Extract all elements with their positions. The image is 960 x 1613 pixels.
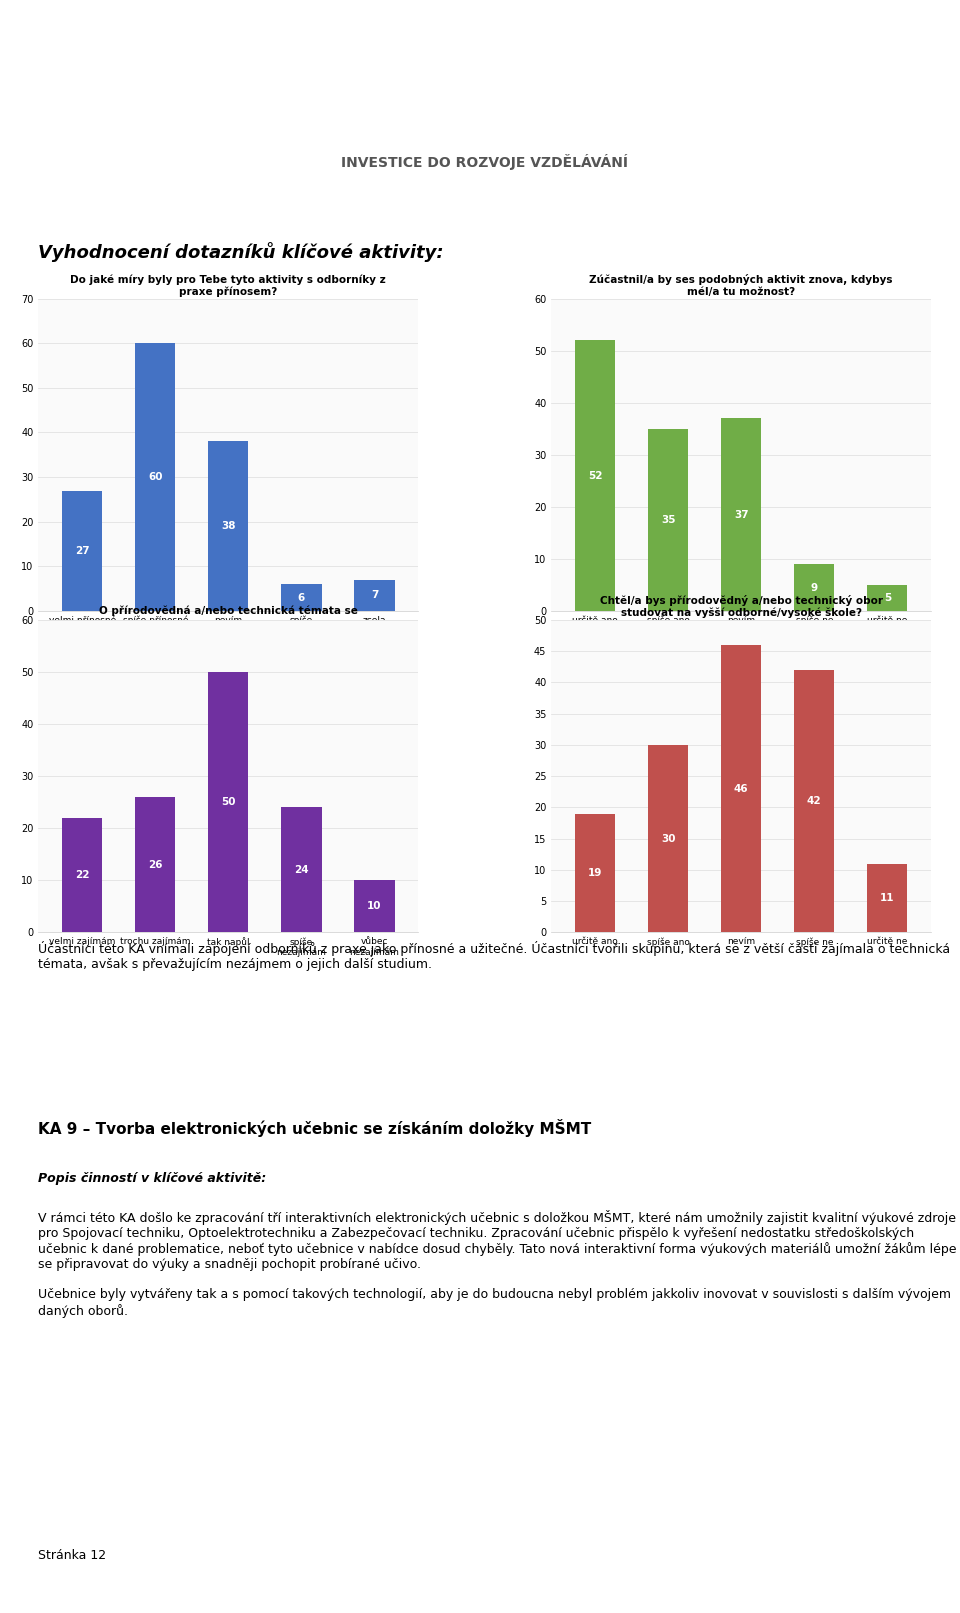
Bar: [867, 586, 907, 611]
Text: 19: 19: [588, 868, 602, 877]
Bar: [135, 797, 176, 932]
Text: 24: 24: [294, 865, 309, 874]
Text: Vyhodnocení dotazníků klíčové aktivity:: Vyhodnocení dotazníků klíčové aktivity:: [38, 242, 444, 261]
Bar: [281, 808, 322, 932]
Text: Účastníci této KA vnímali zapojení odborníků z praxe jako přínosné a užitečné. Ú: Účastníci této KA vnímali zapojení odbor…: [38, 942, 950, 971]
Text: 37: 37: [734, 510, 749, 519]
Text: 52: 52: [588, 471, 602, 481]
Bar: [721, 645, 761, 932]
Bar: [575, 813, 615, 932]
Title: O přírodovědná a/nebo technická témata se: O přírodovědná a/nebo technická témata s…: [99, 606, 358, 616]
Title: Do jaké míry byly pro Tebe tyto aktivity s odborníky z
praxe přínosem?: Do jaké míry byly pro Tebe tyto aktivity…: [70, 274, 386, 297]
Bar: [575, 340, 615, 611]
Text: KA 9 – Tvorba elektronických učebnic se získáním doložky MŠMT: KA 9 – Tvorba elektronických učebnic se …: [38, 1119, 591, 1137]
Bar: [208, 442, 249, 611]
Text: 5: 5: [884, 594, 891, 603]
Bar: [62, 818, 103, 932]
Text: Stránka 12: Stránka 12: [38, 1548, 107, 1563]
Text: 30: 30: [660, 834, 676, 844]
Text: 7: 7: [371, 590, 378, 600]
Text: 27: 27: [75, 545, 89, 556]
Bar: [648, 745, 688, 932]
Text: V rámci této KA došlo ke zpracování tří interaktivních elektronických učebnic s : V rámci této KA došlo ke zpracování tří …: [38, 1210, 957, 1318]
Text: 42: 42: [807, 797, 822, 806]
Bar: [354, 579, 395, 611]
Bar: [62, 490, 103, 611]
Bar: [135, 344, 176, 611]
Text: 9: 9: [811, 582, 818, 592]
Text: 50: 50: [221, 797, 235, 806]
Title: Chtěl/a bys přírodovědný a/nebo technický obor
studovat na vyšší odborné/vysoké : Chtěl/a bys přírodovědný a/nebo technick…: [600, 595, 883, 618]
Text: 38: 38: [221, 521, 235, 531]
Bar: [281, 584, 322, 611]
Bar: [721, 418, 761, 611]
Text: 22: 22: [75, 869, 89, 881]
Text: 26: 26: [148, 860, 162, 869]
Bar: [867, 863, 907, 932]
Bar: [648, 429, 688, 611]
Text: Popis činností v klíčové aktivitě:: Popis činností v klíčové aktivitě:: [38, 1171, 267, 1186]
Bar: [208, 673, 249, 932]
Bar: [794, 669, 834, 932]
Text: 10: 10: [368, 902, 382, 911]
Text: INVESTICE DO ROZVOJE VZDĚLÁVÁNÍ: INVESTICE DO ROZVOJE VZDĚLÁVÁNÍ: [342, 153, 628, 169]
Text: 11: 11: [880, 894, 895, 903]
Bar: [794, 565, 834, 611]
Bar: [354, 881, 395, 932]
Title: Zúčastnil/a by ses podobných aktivit znova, kdybys
mél/a tu možnost?: Zúčastnil/a by ses podobných aktivit zno…: [589, 274, 893, 297]
Text: 60: 60: [148, 473, 162, 482]
Text: 35: 35: [660, 515, 676, 524]
Text: 6: 6: [298, 592, 305, 603]
Text: 46: 46: [734, 784, 749, 794]
